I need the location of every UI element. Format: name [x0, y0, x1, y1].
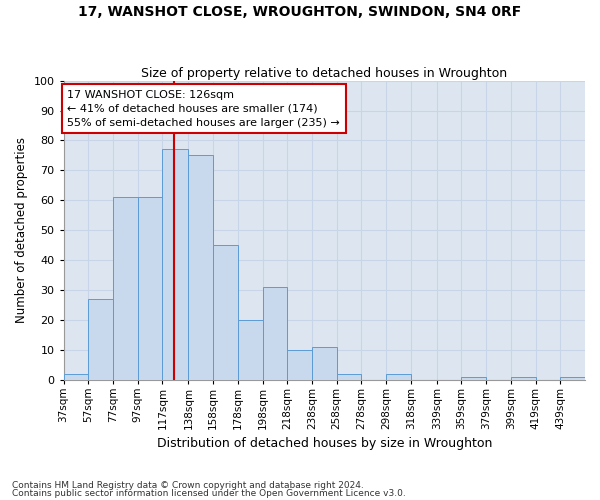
- Text: Contains HM Land Registry data © Crown copyright and database right 2024.: Contains HM Land Registry data © Crown c…: [12, 480, 364, 490]
- Text: 17 WANSHOT CLOSE: 126sqm
← 41% of detached houses are smaller (174)
55% of semi-: 17 WANSHOT CLOSE: 126sqm ← 41% of detach…: [67, 90, 340, 128]
- Text: Contains public sector information licensed under the Open Government Licence v3: Contains public sector information licen…: [12, 489, 406, 498]
- Bar: [511, 376, 536, 380]
- Bar: [213, 245, 238, 380]
- Bar: [461, 376, 486, 380]
- Bar: [287, 350, 312, 380]
- Bar: [263, 287, 287, 380]
- Bar: [138, 197, 163, 380]
- Title: Size of property relative to detached houses in Wroughton: Size of property relative to detached ho…: [141, 66, 508, 80]
- Bar: [312, 346, 337, 380]
- Bar: [163, 150, 188, 380]
- Bar: [188, 156, 213, 380]
- Y-axis label: Number of detached properties: Number of detached properties: [15, 137, 28, 323]
- X-axis label: Distribution of detached houses by size in Wroughton: Distribution of detached houses by size …: [157, 437, 492, 450]
- Bar: [88, 299, 113, 380]
- Bar: [64, 374, 88, 380]
- Text: 17, WANSHOT CLOSE, WROUGHTON, SWINDON, SN4 0RF: 17, WANSHOT CLOSE, WROUGHTON, SWINDON, S…: [79, 5, 521, 19]
- Bar: [238, 320, 263, 380]
- Bar: [386, 374, 411, 380]
- Bar: [560, 376, 585, 380]
- Bar: [113, 197, 138, 380]
- Bar: [337, 374, 361, 380]
